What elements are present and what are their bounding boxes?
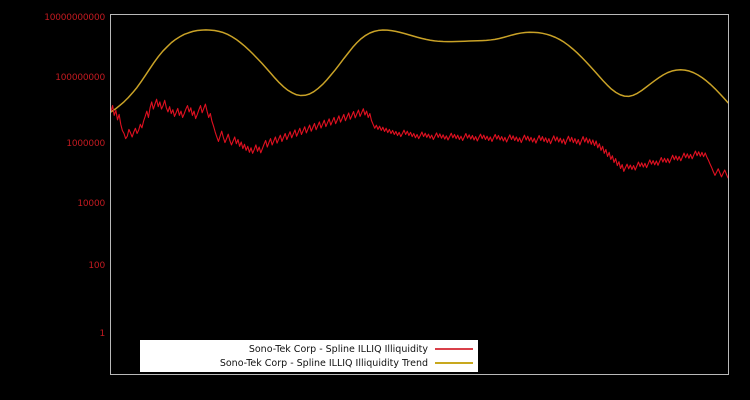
legend-swatch-illiquidity <box>435 348 473 350</box>
legend-swatch-trend <box>435 362 473 364</box>
legend-label-illiquidity: Sono-Tek Corp - Spline ILLIQ Illiquidity <box>248 343 428 355</box>
series-line-illiquidity <box>111 98 728 179</box>
y-tick-label-4: 100 <box>88 261 105 271</box>
series-canvas <box>111 29 728 179</box>
legend: Sono-Tek Corp - Spline ILLIQ Illiquidity… <box>140 340 478 372</box>
legend-entry-trend: Sono-Tek Corp - Spline ILLIQ Illiquidity… <box>145 356 473 370</box>
legend-entry-illiquidity: Sono-Tek Corp - Spline ILLIQ Illiquidity <box>145 342 473 356</box>
y-tick-label-5: 1 <box>99 329 105 339</box>
y-tick-label-2: 1000000 <box>66 139 105 149</box>
y-tick-label-3: 10000 <box>77 199 105 209</box>
y-tick-label-1: 100000000 <box>55 73 105 83</box>
legend-label-trend: Sono-Tek Corp - Spline ILLIQ Illiquidity… <box>219 357 428 369</box>
series-line-trend <box>111 29 728 113</box>
plot-area <box>110 14 729 375</box>
y-tick-label-0: 10000000000 <box>44 13 105 23</box>
